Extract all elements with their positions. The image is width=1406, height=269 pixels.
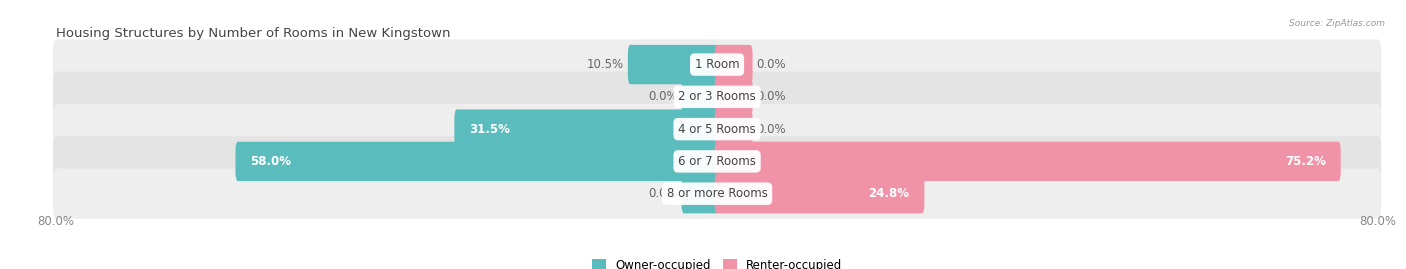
FancyBboxPatch shape bbox=[714, 174, 924, 213]
FancyBboxPatch shape bbox=[53, 39, 1381, 90]
Legend: Owner-occupied, Renter-occupied: Owner-occupied, Renter-occupied bbox=[586, 254, 848, 269]
FancyBboxPatch shape bbox=[53, 104, 1381, 154]
FancyBboxPatch shape bbox=[714, 109, 752, 149]
FancyBboxPatch shape bbox=[454, 109, 720, 149]
Text: 31.5%: 31.5% bbox=[470, 123, 510, 136]
FancyBboxPatch shape bbox=[714, 77, 752, 116]
FancyBboxPatch shape bbox=[682, 174, 720, 213]
Text: 0.0%: 0.0% bbox=[756, 58, 786, 71]
Text: 2 or 3 Rooms: 2 or 3 Rooms bbox=[678, 90, 756, 103]
FancyBboxPatch shape bbox=[53, 168, 1381, 219]
FancyBboxPatch shape bbox=[235, 142, 720, 181]
FancyBboxPatch shape bbox=[714, 142, 1341, 181]
FancyBboxPatch shape bbox=[628, 45, 720, 84]
Text: 1 Room: 1 Room bbox=[695, 58, 740, 71]
Text: 0.0%: 0.0% bbox=[648, 90, 678, 103]
Text: 75.2%: 75.2% bbox=[1285, 155, 1326, 168]
Text: 10.5%: 10.5% bbox=[586, 58, 624, 71]
Text: 4 or 5 Rooms: 4 or 5 Rooms bbox=[678, 123, 756, 136]
FancyBboxPatch shape bbox=[682, 77, 720, 116]
FancyBboxPatch shape bbox=[53, 72, 1381, 122]
Text: 0.0%: 0.0% bbox=[756, 123, 786, 136]
Text: Housing Structures by Number of Rooms in New Kingstown: Housing Structures by Number of Rooms in… bbox=[56, 27, 451, 40]
Text: 0.0%: 0.0% bbox=[648, 187, 678, 200]
FancyBboxPatch shape bbox=[53, 136, 1381, 187]
FancyBboxPatch shape bbox=[714, 45, 752, 84]
Text: 58.0%: 58.0% bbox=[250, 155, 291, 168]
Text: 8 or more Rooms: 8 or more Rooms bbox=[666, 187, 768, 200]
Text: 6 or 7 Rooms: 6 or 7 Rooms bbox=[678, 155, 756, 168]
Text: 0.0%: 0.0% bbox=[756, 90, 786, 103]
Text: Source: ZipAtlas.com: Source: ZipAtlas.com bbox=[1289, 19, 1385, 28]
Text: 24.8%: 24.8% bbox=[869, 187, 910, 200]
